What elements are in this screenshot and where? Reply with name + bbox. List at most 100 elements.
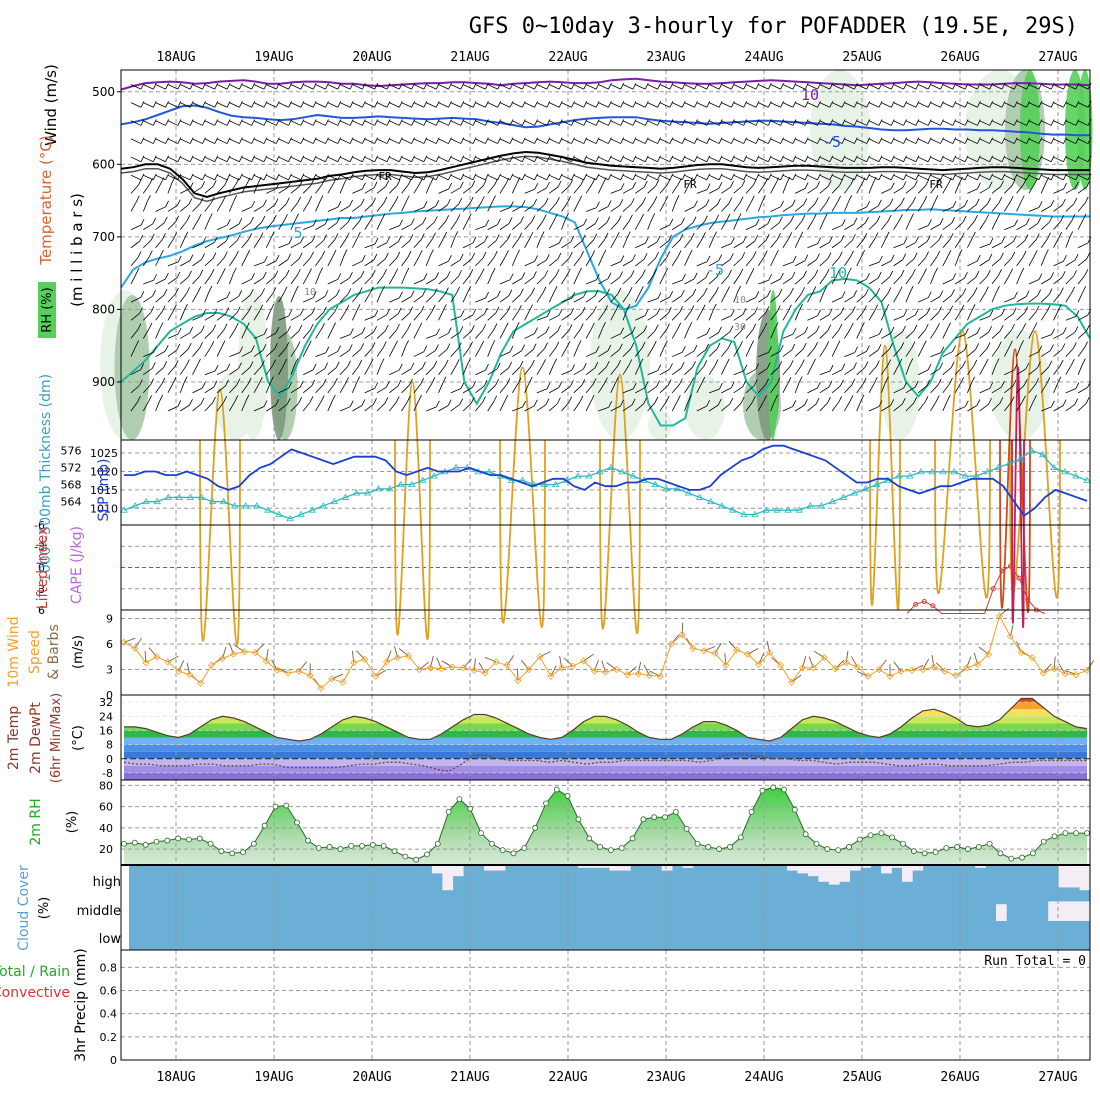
thickness-point [253,502,261,509]
wind-barb [472,308,477,316]
wind-barb [558,82,563,90]
wind-barb [143,384,151,394]
wind-barb [1004,174,1015,181]
wind-barb [770,238,778,248]
wind-barb [148,250,153,257]
wind-barb [816,253,820,260]
wind-barb [334,305,339,312]
wind-barb [967,405,978,412]
wind-barb [373,325,378,333]
wind-barb [481,196,485,203]
date-label-top: 22AUG [548,50,587,65]
cloud-clear-bar [975,865,986,868]
wind-barb [536,276,546,285]
wind-barb [881,404,891,412]
wind-barb [372,197,376,205]
wind-barb [910,213,914,220]
wind-barb [1000,180,1005,187]
wind-barb [974,215,978,222]
wind-barb [954,102,966,108]
wind-barb [757,201,763,212]
wind-barb [1023,178,1027,185]
wind-barb [385,252,389,259]
wind-barb [866,273,870,280]
wind-barb [1038,173,1043,181]
wind-barb [423,101,428,108]
wind-barb [581,306,586,314]
wind-barb [672,102,683,108]
wind-barb [199,341,203,349]
wind-barb [1003,274,1011,285]
wind-barb [878,173,883,181]
wind-barb [659,184,668,194]
wind-tick-label: 3 [106,664,113,677]
wind-barb [817,173,821,181]
wind-barb [853,290,858,297]
wind-barb [677,250,682,257]
wind-barb [475,174,486,181]
wind-barb [1073,197,1078,205]
wind-barb [376,386,387,394]
wind-barb [942,84,953,90]
wind-barb [942,156,953,163]
wind-barb [438,84,449,90]
wind-barb [521,101,526,108]
wind-barb [1024,378,1028,386]
wind-barb [253,174,265,181]
wind-barb [1040,350,1051,357]
rh2m-point [1084,830,1090,837]
wind-barb [878,400,883,407]
wind-barb [1041,84,1052,90]
wind-barb [909,285,914,293]
wind-barb [155,350,166,357]
thickness-point [729,506,737,513]
wind-barb [208,213,213,220]
date-label-bottom: 21AUG [450,1070,489,1085]
wind-barb [290,102,302,108]
rh2m-point [250,840,257,847]
wind-barb [1038,345,1043,352]
wind-barb [313,219,317,226]
wind-barb [876,215,881,223]
wind-barb [792,255,797,263]
wind-barb [959,177,963,184]
wind-barb [708,276,718,285]
wind-speed-point [404,652,413,660]
wind-barb [253,293,262,303]
wind-barb [462,84,474,90]
wind-barb [812,214,817,221]
wind-barb [482,324,487,331]
wind-barb [376,330,386,339]
wind-barb [903,101,907,108]
wind-barb [1035,305,1040,313]
wind-barb [727,341,732,349]
date-label-top: 19AUG [254,50,293,65]
wind-barb [752,251,757,258]
wind-barb [952,137,957,144]
wind-barb [389,257,398,267]
wind-barb [469,341,473,348]
wind-barb [917,402,926,412]
wind-barb [350,328,354,335]
wind-barb [480,340,485,348]
wind-barb [942,328,948,339]
wind-barb [617,215,622,222]
wind-barb [741,324,745,331]
wind-barb [303,225,314,230]
wind-barb [398,173,403,181]
rh2m-point [229,850,236,857]
wind-barb [999,324,1004,332]
wind-barb [263,173,268,181]
wind-barb [890,155,895,162]
wind-barb [432,232,436,239]
thickness-point [706,497,715,505]
thickness-point [463,463,471,470]
wind-barb [831,201,838,212]
wind-barb [524,174,535,181]
wind-barb [275,137,280,144]
wind-barb [729,253,734,260]
wind-barb [381,213,386,220]
wind-barb [770,294,780,303]
wind-barb [1009,340,1013,348]
wind-barb [364,388,375,394]
